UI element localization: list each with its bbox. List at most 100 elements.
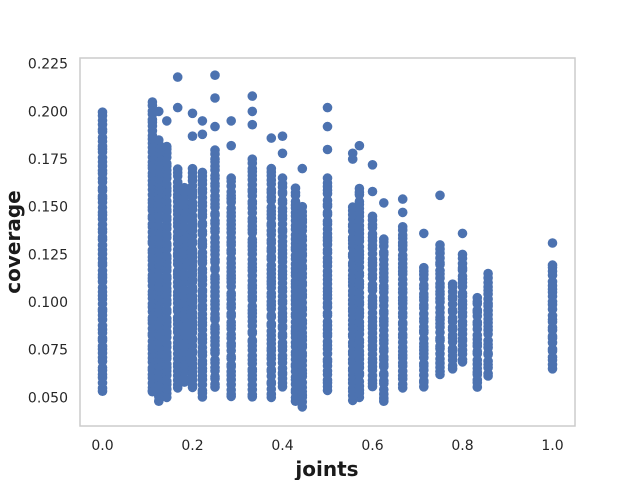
y-tick-label: 0.125 [28,247,68,263]
y-tick-label: 0.075 [28,343,68,359]
plot-frame [79,57,576,427]
y-tick-label: 0.150 [28,200,68,216]
data-point [367,292,378,303]
data-point [322,195,333,206]
data-point [247,91,258,101]
data-point [226,116,236,126]
y-axis-label: coverage [1,190,25,293]
data-point [290,183,301,193]
data-point [277,131,288,141]
data-point [322,144,333,155]
data-point [187,108,198,119]
data-point [447,279,458,290]
data-point [354,140,365,151]
data-point [419,228,429,239]
data-point [277,195,288,206]
data-point [172,102,183,113]
data-point [226,140,236,151]
data-point [172,164,183,174]
data-point [162,116,172,126]
data-point [347,154,358,164]
data-point [210,145,220,155]
x-tick-label: 0.2 [181,438,203,454]
data-point [162,251,172,261]
data-point [354,183,365,194]
data-point [226,173,236,183]
data-point [187,131,198,141]
data-point [210,121,220,132]
data-point [179,268,190,279]
data-point [247,234,258,245]
data-point [179,182,190,193]
data-point [197,129,208,140]
x-axis-ticks: 0.0 0.2 0.4 0.6 0.8 1.0 [91,438,563,454]
data-point [379,198,389,208]
x-tick-label: 1.0 [541,438,563,454]
data-point [367,279,378,290]
data-point [277,173,288,183]
data-point [154,106,164,117]
data-point [179,285,190,295]
data-point [397,194,408,204]
y-tick-label: 0.050 [28,390,68,406]
data-point [447,343,458,354]
y-tick-label: 0.100 [28,295,68,311]
data-point [247,119,258,130]
data-point [379,368,389,379]
data-point [397,222,408,232]
x-axis-label: joints [294,457,358,480]
x-tick-label: 0.6 [361,438,383,454]
data-point [266,163,277,174]
data-point [172,72,183,82]
data-point [397,207,408,218]
data-point [367,160,378,170]
data-point [197,116,208,126]
data-point [379,234,389,244]
x-tick-label: 0.8 [451,438,473,454]
data-point [457,249,468,260]
data-point [247,106,258,117]
data-point [277,148,288,159]
data-point [367,211,378,222]
data-point [210,70,220,80]
data-point [187,163,198,174]
data-point [483,335,493,346]
x-tick-label: 0.0 [91,438,113,454]
x-tick-label: 0.4 [271,438,293,454]
data-point [266,202,277,213]
data-point [322,121,333,132]
data-point [179,222,190,232]
data-point [297,201,308,212]
data-points [97,70,558,412]
data-point [483,356,493,367]
data-point [247,335,258,346]
data-point [179,374,190,384]
data-point [322,173,333,183]
data-point [210,271,220,282]
data-point [247,154,258,164]
y-tick-label: 0.225 [28,57,68,73]
data-point [210,355,220,365]
data-point [547,260,558,270]
data-point [419,262,429,273]
data-point [367,186,378,197]
data-point [266,133,277,143]
y-tick-label: 0.200 [28,104,68,120]
data-point [297,163,308,174]
y-tick-label: 0.175 [28,152,68,168]
data-point [210,321,220,332]
y-axis-ticks: 0.050 0.075 0.100 0.125 0.150 0.175 0.200 0.225 [28,57,68,407]
data-point [97,107,108,117]
data-point [197,167,208,178]
data-point [154,135,164,145]
data-point [187,245,198,255]
data-point [147,97,158,107]
data-point [322,102,333,113]
data-point [226,288,236,299]
data-point [435,240,445,250]
data-point [354,196,365,207]
data-point [472,292,483,303]
data-point [483,268,493,279]
data-point [457,228,468,239]
